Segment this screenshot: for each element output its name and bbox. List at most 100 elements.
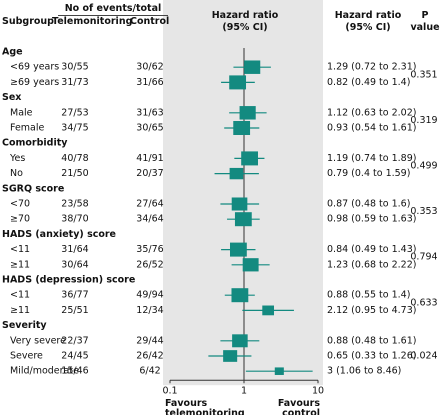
p-value: 0.351	[410, 69, 437, 80]
row-label: Female	[10, 123, 45, 134]
hr-label: 0.87 (0.48 to 1.6)	[327, 199, 410, 210]
hr-label: 3 (1.06 to 8.46)	[327, 366, 401, 377]
p-header: P value	[410, 10, 440, 33]
row-label: <70	[10, 199, 30, 210]
group-label: SGRQ score	[2, 183, 64, 194]
x-tick-label: 1	[241, 386, 247, 397]
hr-label: 1.12 (0.63 to 2.02)	[327, 107, 416, 118]
group-label: Severity	[2, 320, 47, 331]
hr-box	[229, 75, 247, 90]
hr-label: 0.82 (0.49 to 1.4)	[327, 77, 410, 88]
telemonitoring-events: 40/78	[61, 153, 88, 164]
hr-label: 2.12 (0.95 to 4.73)	[327, 305, 416, 316]
plot-panel	[163, 0, 323, 386]
hr-label: 0.88 (0.55 to 1.4)	[327, 290, 410, 301]
row-label: ≥70	[10, 214, 30, 225]
row-label: Severe	[10, 351, 43, 362]
control-events: 35/76	[136, 244, 163, 255]
hr-label: 0.79 (0.4 to 1.59)	[327, 168, 410, 179]
p-value: 0.353	[410, 206, 437, 217]
control-events: 30/65	[136, 123, 163, 134]
group-label: Age	[2, 47, 23, 58]
hr-box	[229, 242, 247, 257]
telemonitoring-events: 30/55	[61, 62, 88, 73]
telemonitoring-events: 30/64	[61, 259, 88, 270]
hr-box	[241, 151, 258, 166]
telemonitoring-events: 31/73	[61, 77, 88, 88]
group-label: HADS (depression) score	[2, 275, 135, 286]
control-events: 31/63	[136, 107, 163, 118]
control-events: 20/37	[136, 168, 163, 179]
telemonitoring-events: 23/58	[61, 199, 88, 210]
hr-box	[274, 367, 284, 375]
telemonitoring-events: 15/46	[61, 366, 88, 377]
hr-box	[232, 334, 248, 348]
hr-label: 0.93 (0.54 to 1.61)	[327, 123, 416, 134]
telemonitoring-events: 27/53	[61, 107, 88, 118]
row-label: ≥11	[10, 305, 30, 316]
row-label: Mild/moderate	[10, 366, 79, 377]
control-events: 6/42	[139, 366, 160, 377]
control-events: 31/66	[136, 77, 163, 88]
row-label: <11	[10, 290, 30, 301]
telemonitoring-events: 31/64	[61, 244, 88, 255]
events-header: No of events/total	[58, 3, 168, 16]
row-label: Very severe	[10, 335, 66, 346]
control-header: Control	[130, 16, 170, 27]
control-events: 26/42	[136, 351, 163, 362]
hr-box	[244, 60, 261, 74]
telemonitoring-events: 21/50	[61, 168, 88, 179]
hr-box	[262, 305, 275, 316]
telemonitoring-events: 25/51	[61, 305, 88, 316]
x-tick-label: 10	[312, 386, 324, 397]
x-tick-label: 0.1	[162, 386, 177, 397]
control-events: 27/64	[136, 199, 163, 210]
x-direction-label: Favours control	[278, 398, 321, 415]
telemonitoring-events: 36/77	[61, 290, 88, 301]
hr-box	[242, 258, 259, 272]
p-value: 0.794	[410, 252, 437, 263]
telemonitoring-events: 38/70	[61, 214, 88, 225]
hr-header: Hazard ratio (95% CI)	[334, 10, 402, 33]
row-label: ≥11	[10, 259, 30, 270]
hr-box	[234, 212, 252, 227]
group-label: Comorbidity	[2, 138, 68, 149]
p-value: 0.499	[410, 161, 437, 172]
row-label: ≥69 years	[10, 77, 59, 88]
control-events: 49/94	[136, 290, 163, 301]
control-events: 12/34	[136, 305, 163, 316]
control-events: 29/44	[136, 335, 163, 346]
group-label: HADS (anxiety) score	[2, 229, 116, 240]
p-value: 0.633	[410, 297, 437, 308]
telemonitoring-events: 34/75	[61, 123, 88, 134]
row-label: Yes	[9, 153, 25, 164]
group-label: Sex	[2, 92, 21, 103]
plot-header: Hazard ratio (95% CI)	[211, 10, 279, 33]
p-value: 0.024	[410, 351, 437, 362]
hr-box	[223, 350, 238, 362]
telemonitoring-header: Telemonitoring	[52, 16, 133, 27]
hr-label: 1.23 (0.68 to 2.22)	[327, 259, 416, 270]
hr-box	[231, 288, 249, 303]
subgroup-header: Subgroup	[2, 16, 54, 27]
control-events: 30/62	[136, 62, 163, 73]
hr-box	[231, 197, 248, 211]
x-direction-label: Favours telemonitoring	[165, 398, 245, 415]
hr-label: 0.98 (0.59 to 1.63)	[327, 214, 416, 225]
control-events: 41/91	[136, 153, 163, 164]
hr-label: 0.88 (0.48 to 1.61)	[327, 335, 416, 346]
telemonitoring-events: 24/45	[61, 351, 88, 362]
hr-label: 0.65 (0.33 to 1.26)	[327, 351, 416, 362]
hr-label: 0.84 (0.49 to 1.43)	[327, 244, 416, 255]
control-events: 34/64	[136, 214, 163, 225]
control-events: 26/52	[136, 259, 163, 270]
row-label: <11	[10, 244, 30, 255]
row-label: Male	[10, 107, 33, 118]
hr-box	[233, 121, 251, 135]
hr-box	[239, 106, 256, 120]
row-label: No	[10, 168, 23, 179]
p-value: 0.319	[410, 115, 437, 126]
hr-box	[229, 167, 244, 180]
